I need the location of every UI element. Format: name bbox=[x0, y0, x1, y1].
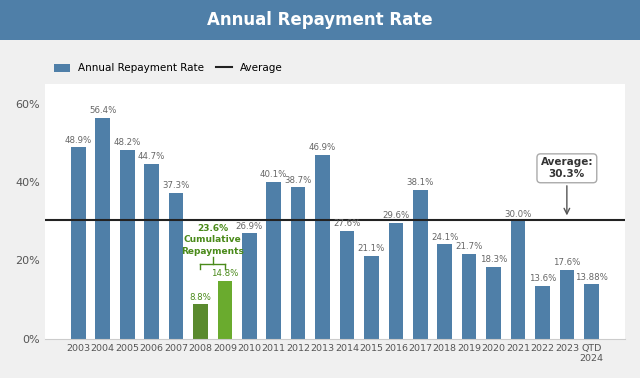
Bar bbox=[266, 182, 281, 339]
Legend: Annual Repayment Rate, Average: Annual Repayment Rate, Average bbox=[50, 59, 287, 77]
Text: 40.1%: 40.1% bbox=[260, 170, 287, 179]
Bar bbox=[144, 164, 159, 339]
Text: Annual Repayment Rate: Annual Repayment Rate bbox=[207, 11, 433, 29]
Text: 21.7%: 21.7% bbox=[456, 242, 483, 251]
Text: 38.1%: 38.1% bbox=[406, 178, 434, 187]
Bar bbox=[535, 285, 550, 339]
Bar bbox=[559, 270, 574, 339]
Text: 23.6%
Cumulative
Repayments: 23.6% Cumulative Repayments bbox=[181, 224, 244, 256]
Text: 44.7%: 44.7% bbox=[138, 152, 165, 161]
Text: 26.9%: 26.9% bbox=[236, 222, 263, 231]
Text: 14.8%: 14.8% bbox=[211, 269, 239, 278]
Bar bbox=[340, 231, 355, 339]
Text: 21.1%: 21.1% bbox=[358, 245, 385, 253]
Bar bbox=[71, 147, 86, 339]
Bar bbox=[584, 284, 598, 339]
Bar bbox=[169, 193, 183, 339]
Bar bbox=[316, 155, 330, 339]
Bar bbox=[511, 222, 525, 339]
Text: 48.9%: 48.9% bbox=[65, 136, 92, 145]
Bar bbox=[218, 281, 232, 339]
Text: 56.4%: 56.4% bbox=[89, 106, 116, 115]
Text: 38.7%: 38.7% bbox=[284, 175, 312, 184]
Bar bbox=[120, 150, 134, 339]
Text: Average:
30.3%: Average: 30.3% bbox=[541, 158, 593, 179]
Bar bbox=[193, 304, 208, 339]
Text: 46.9%: 46.9% bbox=[309, 144, 336, 152]
Bar bbox=[486, 267, 501, 339]
Text: 13.6%: 13.6% bbox=[529, 274, 556, 283]
Text: 29.6%: 29.6% bbox=[382, 211, 410, 220]
Text: 27.6%: 27.6% bbox=[333, 219, 361, 228]
Bar bbox=[364, 256, 379, 339]
Bar bbox=[388, 223, 403, 339]
Text: 13.88%: 13.88% bbox=[575, 273, 608, 282]
Bar bbox=[462, 254, 477, 339]
Text: 30.0%: 30.0% bbox=[504, 210, 532, 218]
Bar bbox=[413, 190, 428, 339]
Text: 24.1%: 24.1% bbox=[431, 233, 458, 242]
Text: 18.3%: 18.3% bbox=[480, 256, 508, 264]
Bar bbox=[95, 118, 110, 339]
Bar bbox=[291, 187, 305, 339]
Text: 17.6%: 17.6% bbox=[553, 258, 580, 267]
Text: 8.8%: 8.8% bbox=[189, 293, 211, 302]
Text: 37.3%: 37.3% bbox=[163, 181, 189, 190]
Text: 48.2%: 48.2% bbox=[113, 138, 141, 147]
Bar bbox=[437, 245, 452, 339]
Bar bbox=[242, 234, 257, 339]
